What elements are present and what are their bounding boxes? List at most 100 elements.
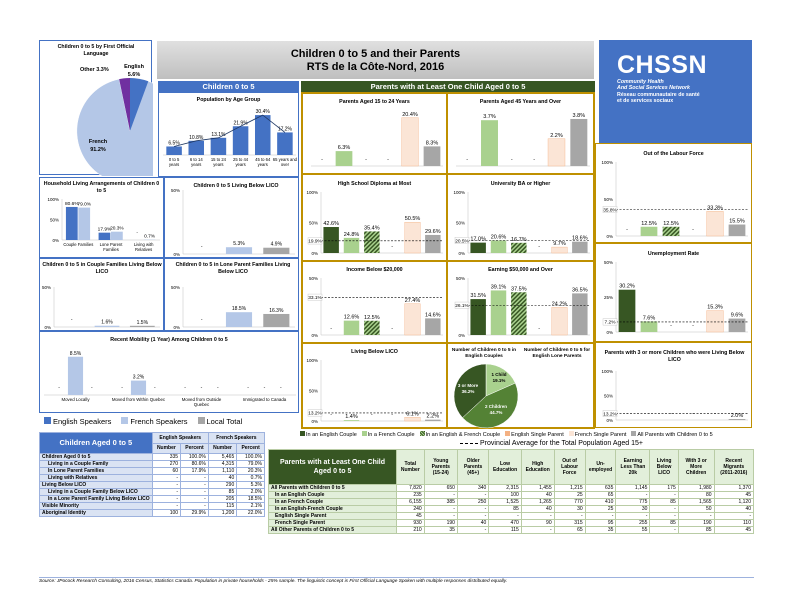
provincial-box <box>307 237 323 245</box>
cell: 1,200 <box>207 509 238 517</box>
cell: 1,455 <box>520 484 555 492</box>
bar-age <box>210 137 227 155</box>
y-tick-label: 50% <box>309 389 318 394</box>
parents-col-header: Young Parents (15-24) <box>423 449 458 485</box>
age-trend-line <box>173 114 286 147</box>
y-tick-label: 0% <box>311 251 318 256</box>
y-tick-label: 0% <box>606 330 613 335</box>
table-row: Living in a Couple Family 270 80.6% 4,315 79… <box>39 460 265 468</box>
uni-title: University BA or Higher <box>490 181 551 187</box>
p1524-chart: - 6.3% - - 20.4% 8.3% <box>311 112 443 167</box>
bar-fr-couple <box>490 290 507 335</box>
data-label: 20.6% <box>491 234 507 240</box>
data-label: 3.7% <box>483 114 496 120</box>
legend-local: Local Total <box>197 417 243 427</box>
bar-fr-couple <box>335 151 353 166</box>
data-label: 42.6% <box>323 221 339 227</box>
col-group-english: English Speakers <box>151 432 209 444</box>
data-label: - <box>371 412 373 418</box>
plegend-swatch-fr-single <box>568 431 574 436</box>
data-label: 6.3% <box>338 145 351 151</box>
data-label: - <box>714 411 716 417</box>
cell: 1,110 <box>207 467 238 475</box>
row-label: In Lone Parent Families <box>39 467 153 475</box>
fol-title: Children 0 to 5 by First Official Langua… <box>57 44 135 57</box>
cell: 5.3% <box>236 481 265 489</box>
bar-local <box>263 247 290 254</box>
bar-english <box>98 232 111 240</box>
bar-ef-couple <box>511 292 527 335</box>
cell: 40 <box>207 474 238 482</box>
data-label: 6.5% <box>168 140 180 146</box>
data-label: - <box>387 157 389 163</box>
cell: 1,525 <box>488 498 522 506</box>
nchild-pie: 1 Child 19.1% 2 Children 44.7% 3 or More… <box>453 363 519 429</box>
bar-all <box>425 234 441 253</box>
cell: - <box>423 505 458 513</box>
cell: 22.0% <box>236 509 265 517</box>
cell: - <box>180 495 209 503</box>
nchild-title: Number of Children 0 to 5 in English Cou… <box>451 348 517 359</box>
data-label: 37.5% <box>511 286 527 292</box>
cell: - <box>649 512 679 520</box>
bar-fr-single <box>706 211 724 237</box>
data-label: 1.5% <box>137 320 149 326</box>
cell: 255 <box>615 519 651 527</box>
bar-en-couple <box>323 227 339 253</box>
x-tick-label: Quebec <box>194 402 210 407</box>
provincial-box <box>307 293 323 301</box>
y-tick-label: 0% <box>311 419 318 424</box>
y-tick-label: 100% <box>306 190 318 195</box>
hs-title: High School Diploma at Most <box>337 181 412 187</box>
bar-all <box>572 241 588 253</box>
nchild-value-one: 19.1% <box>493 378 506 383</box>
cell: 45 <box>713 526 755 534</box>
data-label: - <box>201 244 203 250</box>
nchild-label-two: 2 Children <box>485 404 507 409</box>
parents-table-wrap: Parents with at Least One Child Aged 0 t… <box>268 449 755 534</box>
col-group-french: French Speakers <box>207 432 266 444</box>
row-label: Children Aged 0 to 5 <box>39 453 153 461</box>
cell: - <box>423 512 458 520</box>
bar-french <box>78 207 91 240</box>
row-label: All Parents with Children 0 to 5 <box>268 484 397 492</box>
data-label: - <box>330 412 332 418</box>
cell: - <box>151 502 182 510</box>
data-label: 17.0% <box>470 237 486 243</box>
cell: - <box>520 512 555 520</box>
fol-pie: English 5.6% Other 3.3% French 91.2% <box>76 64 153 176</box>
cell: 6,155 <box>396 498 425 506</box>
cell: - <box>151 481 182 489</box>
data-label: - <box>391 244 393 250</box>
bar-all <box>423 146 441 166</box>
cell: 30 <box>615 505 651 513</box>
plegend-fr-single-label: French Single Parent <box>574 432 627 438</box>
unemp-panel: Unemployment Rate 50% 25% 0% 30.2% 7.6% - - 15.… <box>595 243 752 342</box>
bar-fr-single <box>551 307 568 336</box>
data-label: 8.3% <box>426 140 439 146</box>
data-label: 27.4% <box>405 298 421 304</box>
living-panel: Household Living Arrangements of Childre… <box>39 177 164 258</box>
logo-line2: And Social Services Network <box>617 85 691 92</box>
cell: 95 <box>584 519 617 527</box>
cell: 65 <box>553 526 586 534</box>
pie-slice-english <box>130 78 149 131</box>
cell: 79.0% <box>236 460 265 468</box>
legend-local-label: Local Total <box>206 417 243 426</box>
legend-swatch-english <box>44 417 51 424</box>
living-title: Household Living Arrangements of Childre… <box>43 181 160 194</box>
parents-col-header: Low Education <box>488 449 522 485</box>
table-row: All Parents with Children 0 to 5 7,820 650… <box>268 484 755 492</box>
title-banner: Children 0 to 5 and their Parents RTS de… <box>157 41 594 79</box>
parents-col-header: Total Number <box>396 449 425 485</box>
data-label: 39.1% <box>491 284 507 290</box>
y-tick-label: 50% <box>604 394 613 399</box>
y-tick-label: 50% <box>456 276 465 281</box>
row-label: In a Lone Parent Family Living Below LIC… <box>39 495 153 503</box>
data-label: - <box>692 411 694 417</box>
parents-col-header: High Education <box>520 449 555 485</box>
cell: 100 <box>151 509 182 517</box>
page-subtitle: RTS de la Côte-Nord, 2016 <box>306 61 445 73</box>
lico-lone-chart: 50% 0% - 18.5% 16.3% <box>171 285 295 330</box>
pie-value-french: 91.2% <box>90 147 106 153</box>
